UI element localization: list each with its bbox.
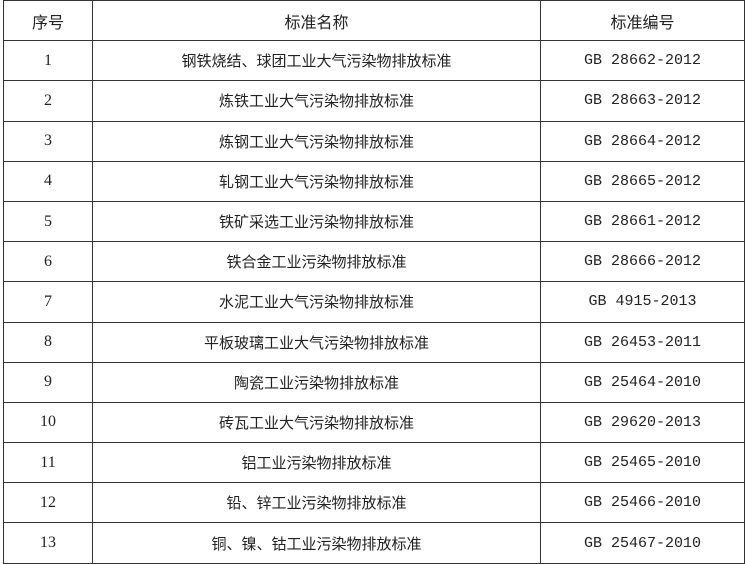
header-code: 标准编号 (540, 0, 745, 42)
table-row: 5 铁矿采选工业污染物排放标准 GB 28661-2012 (3, 200, 745, 243)
header-name: 标准名称 (92, 0, 541, 42)
standard-code: GB 28664-2012 (540, 120, 745, 162)
standard-name: 铜、镍、钴工业污染物排放标准 (92, 522, 541, 564)
standard-name: 炼铁工业大气污染物排放标准 (92, 80, 541, 122)
standard-name: 砖瓦工业大气污染物排放标准 (92, 401, 541, 444)
standard-code: GB 25466-2010 (540, 482, 745, 524)
table-row: 8 平板玻璃工业大气污染物排放标准 GB 26453-2011 (3, 321, 745, 363)
table-row: 6 铁合金工业污染物排放标准 GB 28666-2012 (3, 241, 745, 283)
table-row: 1 钢铁烧结、球团工业大气污染物排放标准 GB 28662-2012 (3, 40, 745, 82)
standard-name: 水泥工业大气污染物排放标准 (92, 281, 541, 323)
standard-code: GB 28665-2012 (540, 160, 745, 202)
standard-code: GB 25464-2010 (540, 361, 745, 403)
row-index: 6 (3, 241, 93, 283)
standard-name: 钢铁烧结、球团工业大气污染物排放标准 (92, 40, 541, 82)
standard-name: 陶瓷工业污染物排放标准 (92, 361, 541, 403)
row-index: 10 (3, 401, 93, 444)
standard-name: 平板玻璃工业大气污染物排放标准 (92, 321, 541, 363)
standard-code: GB 25467-2010 (540, 522, 745, 564)
standard-code: GB 26453-2011 (540, 321, 745, 363)
header-index: 序号 (3, 0, 93, 42)
table-row: 10 砖瓦工业大气污染物排放标准 GB 29620-2013 (3, 401, 745, 444)
standard-name: 铅、锌工业污染物排放标准 (92, 482, 541, 524)
row-index: 7 (3, 281, 93, 323)
table-row: 11 铝工业污染物排放标准 GB 25465-2010 (3, 442, 745, 484)
table-row: 9 陶瓷工业污染物排放标准 GB 25464-2010 (3, 361, 745, 403)
row-index: 9 (3, 361, 93, 403)
row-index: 3 (3, 120, 93, 162)
row-index: 8 (3, 321, 93, 363)
row-index: 4 (3, 160, 93, 202)
row-index: 13 (3, 522, 93, 564)
standard-code: GB 28661-2012 (540, 200, 745, 243)
standard-name: 轧钢工业大气污染物排放标准 (92, 160, 541, 202)
header-row: 序号 标准名称 标准编号 (3, 0, 745, 42)
table-row: 2 炼铁工业大气污染物排放标准 GB 28663-2012 (3, 80, 745, 122)
standard-code: GB 28666-2012 (540, 241, 745, 283)
row-index: 12 (3, 482, 93, 524)
row-index: 11 (3, 442, 93, 484)
standard-code: GB 28662-2012 (540, 40, 745, 82)
standard-name: 铁合金工业污染物排放标准 (92, 241, 541, 283)
row-index: 5 (3, 200, 93, 243)
table-row: 7 水泥工业大气污染物排放标准 GB 4915-2013 (3, 281, 745, 323)
standard-code: GB 29620-2013 (540, 401, 745, 444)
table-row: 12 铅、锌工业污染物排放标准 GB 25466-2010 (3, 482, 745, 524)
standard-code: GB 25465-2010 (540, 442, 745, 484)
row-index: 2 (3, 80, 93, 122)
table-row: 13 铜、镍、钴工业污染物排放标准 GB 25467-2010 (3, 522, 745, 564)
standard-name: 铁矿采选工业污染物排放标准 (92, 200, 541, 243)
table-row: 3 炼钢工业大气污染物排放标准 GB 28664-2012 (3, 120, 745, 162)
standard-name: 炼钢工业大气污染物排放标准 (92, 120, 541, 162)
standard-code: GB 28663-2012 (540, 80, 745, 122)
table-row: 4 轧钢工业大气污染物排放标准 GB 28665-2012 (3, 160, 745, 202)
standard-name: 铝工业污染物排放标准 (92, 442, 541, 484)
row-index: 1 (3, 40, 93, 82)
standard-code: GB 4915-2013 (540, 281, 745, 323)
standards-table: 序号 标准名称 标准编号 1 钢铁烧结、球团工业大气污染物排放标准 GB 28662… (3, 0, 745, 564)
